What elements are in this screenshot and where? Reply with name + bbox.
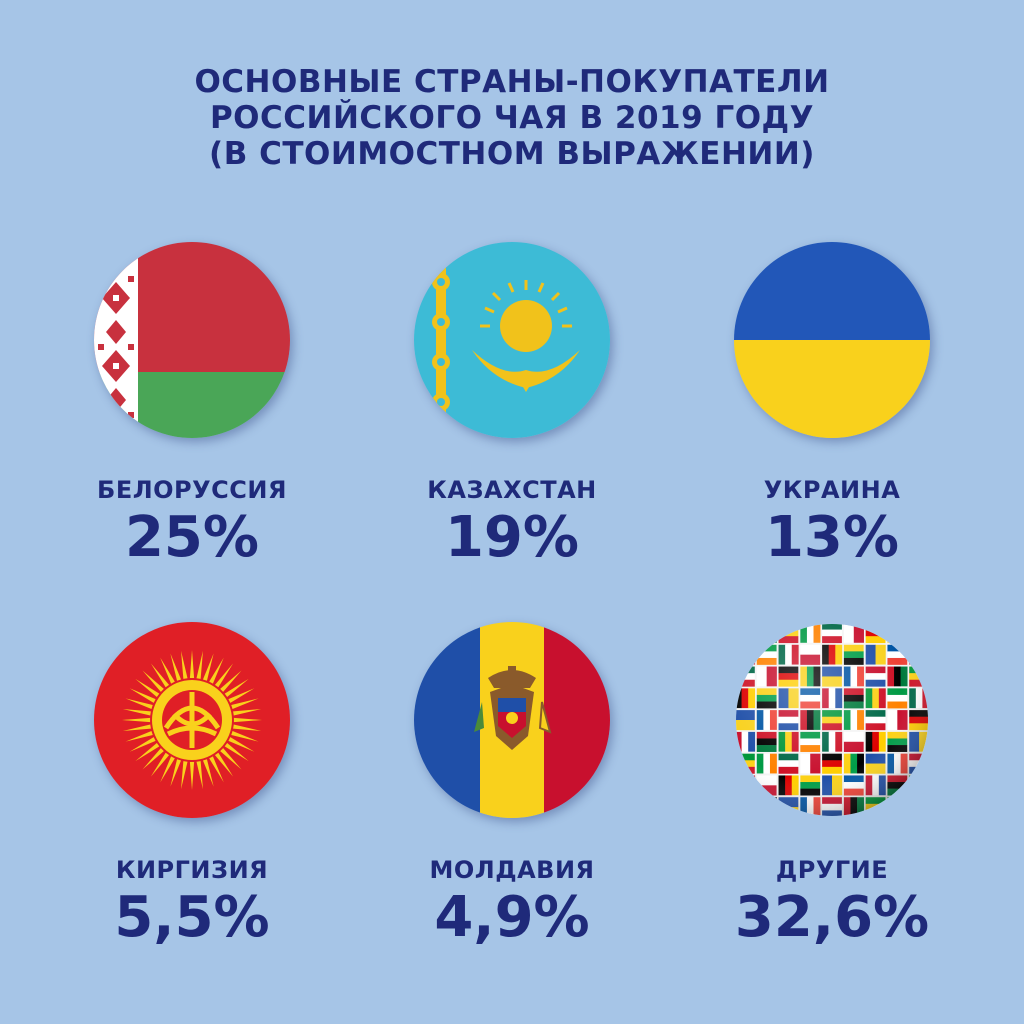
country-name: УКРАИНА	[763, 476, 901, 504]
country-share: 32,6%	[734, 885, 930, 950]
kyrgyzstan-flag-icon	[94, 622, 290, 818]
country-name: БЕЛОРУССИЯ	[97, 476, 287, 504]
country-share: 4,9%	[434, 885, 590, 950]
kazakhstan-flag-icon	[414, 242, 610, 438]
world-flags-globe-icon	[734, 622, 930, 818]
moldova-flag-icon	[414, 622, 610, 818]
page-title: ОСНОВНЫЕ СТРАНЫ-ПОКУПАТЕЛИ РОССИЙСКОГО Ч…	[0, 64, 1024, 172]
belarus-flag-icon	[94, 242, 290, 438]
title-line-1: ОСНОВНЫЕ СТРАНЫ-ПОКУПАТЕЛИ	[194, 64, 830, 100]
country-card-ukraine: УКРАИНА 13%	[672, 242, 992, 568]
country-name: КАЗАХСТАН	[427, 476, 597, 504]
country-card-belarus: БЕЛОРУССИЯ 25%	[32, 242, 352, 568]
title-line-3: (В СТОИМОСТНОМ ВЫРАЖЕНИИ)	[209, 136, 815, 172]
country-card-kazakhstan: КАЗАХСТАН 19%	[352, 242, 672, 568]
country-share: 5,5%	[114, 885, 270, 950]
country-name: ДРУГИЕ	[775, 856, 889, 884]
country-card-moldova: МОЛДАВИЯ 4,9%	[352, 622, 672, 948]
country-card-others: ДРУГИЕ 32,6%	[672, 622, 992, 948]
country-name: МОЛДАВИЯ	[429, 856, 595, 884]
country-card-kyrgyzstan: КИРГИЗИЯ 5,5%	[32, 622, 352, 948]
country-name: КИРГИЗИЯ	[115, 856, 269, 884]
country-share: 13%	[764, 505, 900, 570]
title-line-2: РОССИЙСКОГО ЧАЯ В 2019 ГОДУ	[209, 100, 815, 136]
ukraine-flag-icon	[734, 242, 930, 438]
country-share: 19%	[444, 505, 580, 570]
country-share: 25%	[124, 505, 260, 570]
